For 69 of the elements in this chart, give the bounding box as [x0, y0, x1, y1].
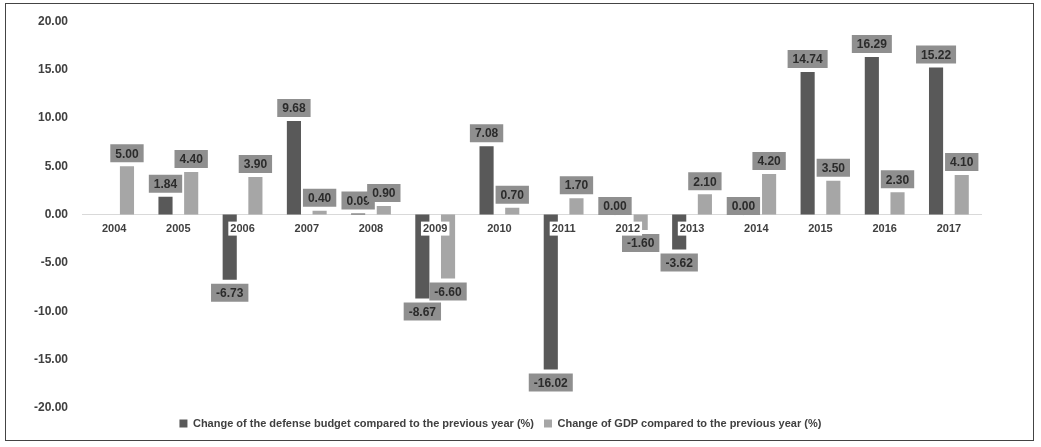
data-label: 16.29	[856, 37, 888, 52]
data-label: 0.40	[307, 191, 332, 206]
x-tick-label: 2016	[872, 221, 897, 234]
data-label: 2.30	[885, 172, 910, 187]
bar	[826, 180, 841, 215]
data-label: -6.73	[216, 285, 244, 300]
bar	[184, 172, 199, 215]
y-tick-label: 15.00	[37, 61, 69, 76]
bar	[954, 174, 969, 215]
data-label: 5.00	[115, 146, 139, 161]
data-label: 1.84	[153, 177, 178, 192]
x-tick-label: 2004	[101, 221, 128, 234]
x-tick-label: 2010	[487, 221, 512, 234]
data-label: 0.00	[731, 199, 756, 214]
data-label: 0.90	[372, 186, 396, 201]
y-tick-label: 0.00	[44, 206, 69, 221]
bar	[762, 173, 777, 215]
bar	[158, 196, 173, 215]
x-tick-label: 2008	[358, 221, 384, 234]
x-tick-label: 2006	[230, 221, 255, 234]
data-label: 15.22	[921, 47, 952, 62]
data-label: -16.02	[533, 375, 569, 390]
data-label: 3.90	[243, 157, 268, 172]
y-tick-label: 20.00	[37, 13, 69, 28]
data-label: -1.60	[626, 236, 655, 251]
data-label: 3.50	[821, 161, 846, 176]
x-tick-label: 2012	[615, 221, 641, 234]
y-tick-label: -20.00	[33, 400, 69, 415]
x-tick-label: 2017	[936, 221, 962, 234]
bar	[248, 176, 263, 215]
y-tick-label: -10.00	[33, 303, 69, 318]
x-tick-label: 2007	[294, 221, 320, 234]
data-label: -8.67	[408, 304, 437, 319]
bar	[864, 57, 879, 215]
data-label: 2.10	[693, 174, 717, 189]
bar	[697, 194, 712, 215]
bar	[800, 72, 815, 215]
x-tick-label: 2009	[422, 221, 448, 234]
data-label: 1.70	[564, 178, 589, 193]
bar	[312, 210, 327, 215]
x-tick-label: 2015	[808, 221, 833, 234]
y-tick-label: -5.00	[40, 255, 69, 270]
y-tick-label: -15.00	[33, 351, 69, 366]
bar	[569, 198, 584, 215]
y-tick-label: 5.00	[44, 158, 69, 173]
data-label: 0.70	[500, 188, 525, 203]
legend-label: Change of the defense budget compared to the previous year (%)	[192, 416, 535, 429]
data-label: 4.10	[950, 155, 974, 170]
x-tick-label: 2005	[166, 221, 191, 234]
data-label: 7.08	[474, 126, 499, 141]
bar	[286, 120, 301, 215]
x-tick-label: 2013	[679, 221, 705, 234]
bar	[505, 207, 520, 215]
data-label: 0.00	[603, 199, 627, 214]
data-label: 4.20	[757, 154, 782, 169]
x-tick-label: 2011	[551, 221, 576, 234]
bar	[890, 192, 905, 215]
bar	[479, 146, 494, 215]
x-tick-label: 2014	[744, 221, 770, 234]
bar	[376, 205, 391, 215]
data-label: 9.68	[282, 101, 306, 116]
bar	[928, 67, 944, 215]
data-label: 14.74	[792, 52, 823, 67]
data-label: -3.62	[665, 255, 694, 270]
data-label: -6.60	[434, 284, 463, 299]
legend-label: Change of GDP compared to the previous year (%)	[557, 416, 822, 429]
data-label: 4.40	[179, 152, 204, 167]
bar	[119, 166, 135, 215]
y-tick-label: 10.00	[37, 110, 69, 125]
